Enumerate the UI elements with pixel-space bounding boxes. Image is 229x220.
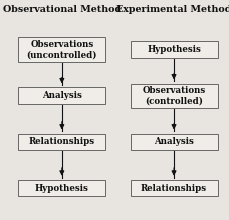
Text: Hypothesis: Hypothesis — [147, 45, 201, 54]
Text: Relationships: Relationships — [29, 138, 95, 146]
FancyBboxPatch shape — [131, 180, 218, 196]
FancyBboxPatch shape — [18, 87, 105, 104]
Text: Experimental Method: Experimental Method — [116, 6, 229, 14]
Text: Analysis: Analysis — [42, 91, 82, 100]
FancyBboxPatch shape — [131, 134, 218, 150]
FancyBboxPatch shape — [131, 41, 218, 58]
FancyBboxPatch shape — [18, 134, 105, 150]
Text: Observational Method: Observational Method — [3, 6, 121, 14]
FancyBboxPatch shape — [131, 84, 218, 108]
FancyBboxPatch shape — [18, 37, 105, 62]
Text: Hypothesis: Hypothesis — [35, 184, 89, 192]
Text: Observations
(controlled): Observations (controlled) — [142, 86, 206, 105]
FancyBboxPatch shape — [18, 180, 105, 196]
Text: Relationships: Relationships — [141, 184, 207, 192]
Text: Observations
(uncontrolled): Observations (uncontrolled) — [27, 40, 97, 59]
Text: Analysis: Analysis — [154, 138, 194, 146]
